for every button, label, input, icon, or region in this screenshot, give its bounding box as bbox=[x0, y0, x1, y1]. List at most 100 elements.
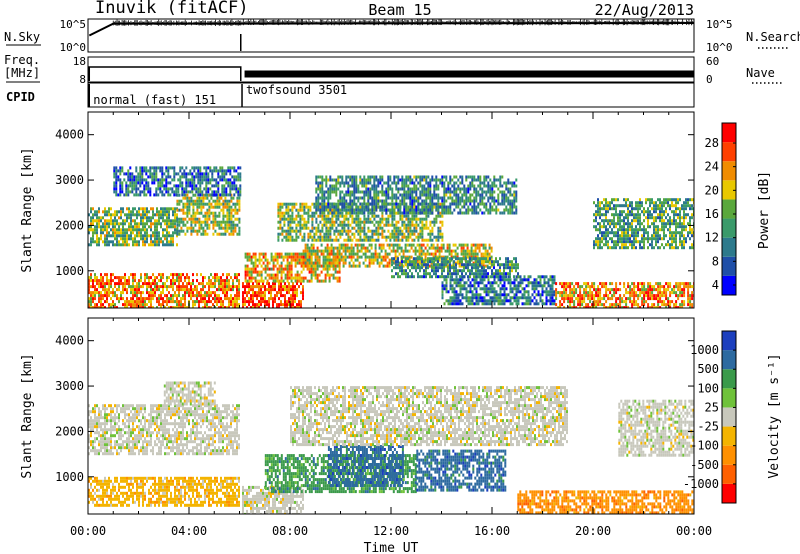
scatter-cell bbox=[96, 225, 98, 229]
scatter-cell bbox=[318, 261, 321, 265]
scatter-cell bbox=[220, 297, 222, 301]
scatter-cell bbox=[491, 181, 494, 185]
scatter-cell bbox=[467, 190, 470, 194]
scatter-cell bbox=[163, 178, 166, 182]
scatter-cell bbox=[194, 285, 196, 289]
scatter-cell bbox=[212, 297, 214, 301]
scatter-cell bbox=[435, 184, 438, 188]
scatter-cell bbox=[419, 190, 422, 194]
scatter-cell bbox=[429, 211, 432, 215]
scatter-cell bbox=[234, 226, 237, 230]
scatter-cell bbox=[312, 267, 315, 271]
scatter-cell bbox=[369, 229, 372, 233]
scatter-cell bbox=[397, 229, 400, 233]
scatter-cell bbox=[383, 199, 386, 203]
scatter-cell bbox=[172, 213, 174, 217]
scatter-cell bbox=[315, 217, 318, 221]
scatter-cell bbox=[481, 181, 484, 185]
scatter-cell bbox=[316, 246, 319, 250]
scatter-cell bbox=[106, 291, 108, 295]
scatter-cell bbox=[361, 229, 364, 233]
scatter-cell bbox=[336, 261, 339, 265]
scatter-cell bbox=[487, 184, 490, 188]
scatter-cell bbox=[274, 276, 277, 280]
scatter-cell bbox=[364, 264, 367, 268]
scatter-cell bbox=[125, 187, 128, 191]
scatter-cell bbox=[192, 282, 194, 286]
scatter-cell bbox=[369, 187, 372, 191]
scatter-cell bbox=[187, 178, 190, 182]
scatter-cell bbox=[190, 199, 193, 203]
scatter-cell bbox=[333, 184, 336, 188]
scatter-cell bbox=[123, 178, 126, 182]
scatter-cell bbox=[166, 303, 168, 307]
scatter-cell bbox=[379, 226, 382, 230]
scatter-cell bbox=[192, 199, 195, 203]
scatter-cell bbox=[175, 187, 178, 191]
scatter-cell bbox=[290, 300, 292, 304]
scatter-cell bbox=[224, 214, 227, 218]
scatter-cell bbox=[113, 184, 116, 188]
scatter-cell bbox=[386, 252, 389, 256]
scatter-cell bbox=[152, 279, 154, 283]
scatter-cell bbox=[192, 294, 194, 298]
scatter-cell bbox=[142, 213, 144, 217]
scatter-cell bbox=[98, 294, 100, 298]
scatter-cell bbox=[115, 169, 118, 173]
scatter-cell bbox=[323, 211, 326, 215]
scatter-cell bbox=[350, 243, 353, 247]
scatter-cell bbox=[411, 223, 414, 227]
scatter-cell bbox=[106, 237, 108, 241]
scatter-cell bbox=[341, 178, 344, 182]
scatter-cell bbox=[473, 175, 476, 179]
scatter-cell bbox=[461, 205, 464, 209]
scatter-cell bbox=[431, 205, 434, 209]
scatter-cell bbox=[409, 190, 412, 194]
scatter-cell bbox=[324, 261, 327, 265]
scatter-cell bbox=[296, 294, 298, 298]
scatter-cell bbox=[168, 213, 170, 217]
scatter-cell bbox=[432, 252, 435, 256]
scatter-cell bbox=[479, 181, 482, 185]
scatter-cell bbox=[209, 166, 212, 170]
scatter-cell bbox=[490, 255, 493, 259]
scatter-cell bbox=[203, 172, 206, 176]
scatter-cell bbox=[313, 235, 316, 239]
scatter-cell bbox=[183, 187, 186, 191]
scatter-cell bbox=[349, 196, 352, 200]
scatter-cell bbox=[497, 202, 500, 206]
scatter-cell bbox=[315, 229, 318, 233]
scatter-cell bbox=[429, 187, 432, 191]
freq-line-normal bbox=[88, 66, 242, 81]
scatter-cell bbox=[212, 223, 215, 227]
scatter-cell bbox=[435, 235, 438, 239]
scatter-cell bbox=[272, 267, 275, 271]
scatter-cell bbox=[401, 211, 404, 215]
scatter-cell bbox=[319, 208, 322, 212]
scatter-cell bbox=[469, 199, 472, 203]
scatter-cell bbox=[299, 229, 302, 233]
scatter-cell bbox=[288, 288, 290, 292]
scatter-cell bbox=[495, 178, 498, 182]
scatter-cell bbox=[140, 216, 142, 220]
scatter-cell bbox=[349, 238, 352, 242]
scatter-cell bbox=[398, 243, 401, 247]
scatter-cell bbox=[429, 181, 432, 185]
scatter-cell bbox=[272, 297, 274, 301]
scatter-cell bbox=[302, 276, 305, 280]
scatter-cell bbox=[401, 178, 404, 182]
scatter-cell bbox=[102, 285, 104, 289]
scatter-cell bbox=[334, 264, 337, 268]
scatter-cell bbox=[347, 217, 350, 221]
scatter-cell bbox=[264, 255, 267, 259]
scatter-cell bbox=[465, 208, 468, 212]
scatter-cell bbox=[225, 193, 228, 197]
scatter-cell bbox=[403, 202, 406, 206]
scatter-cell bbox=[336, 276, 339, 280]
scatter-cell bbox=[373, 202, 376, 206]
scatter-cell bbox=[190, 226, 193, 230]
scatter-cell bbox=[104, 225, 106, 229]
scatter-cell bbox=[330, 249, 333, 253]
scatter-cell bbox=[314, 252, 317, 256]
